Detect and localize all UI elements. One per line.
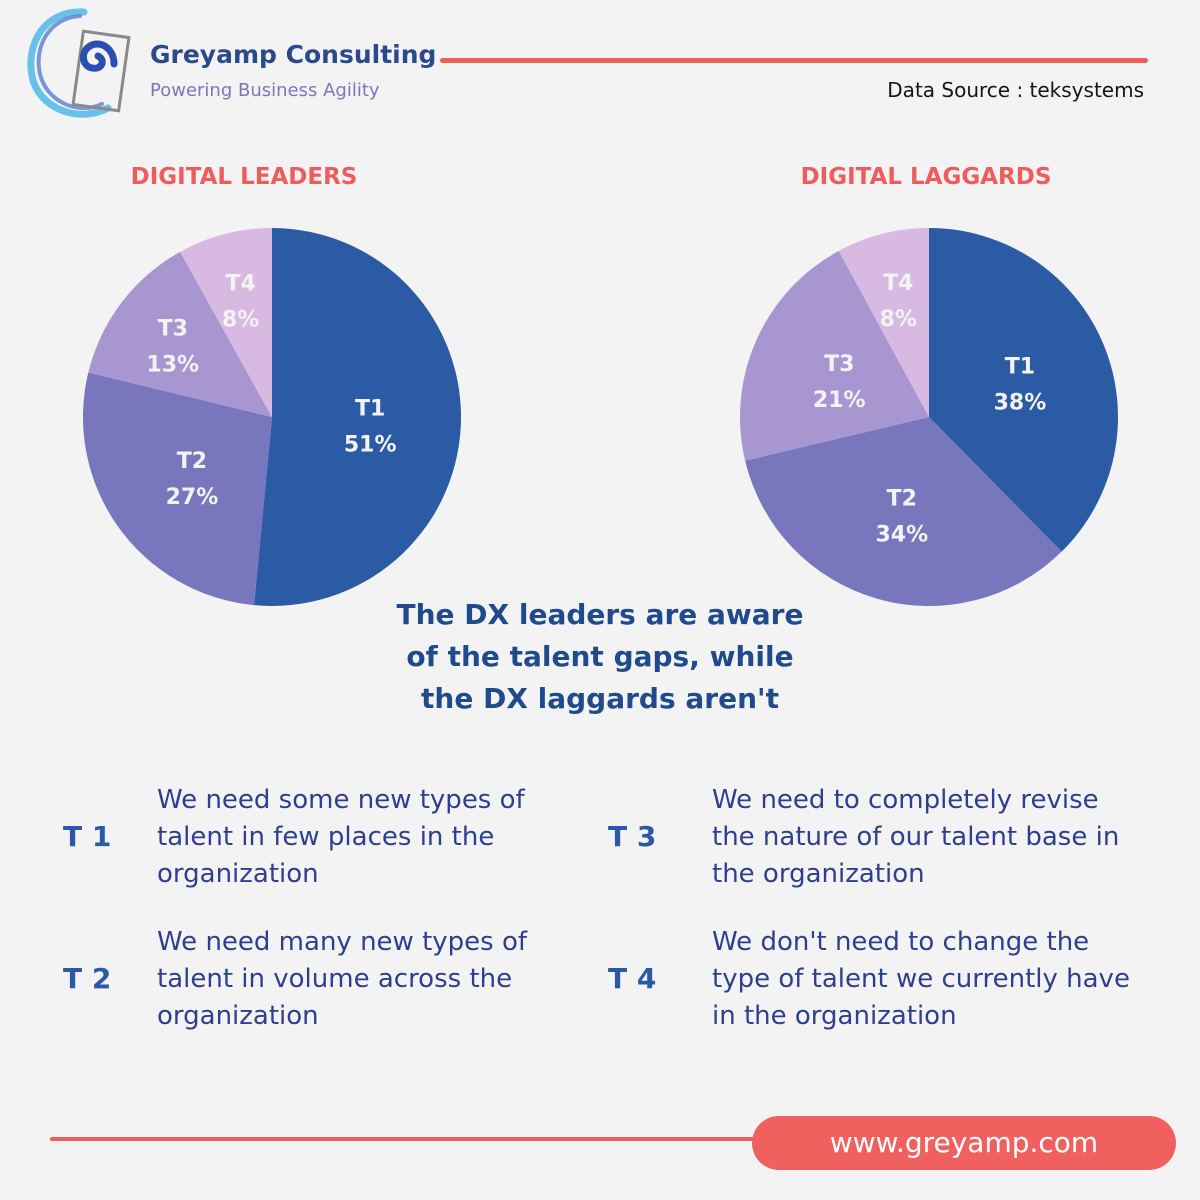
brand-name: Greyamp Consulting [150, 40, 437, 69]
chart-title-laggards: DIGITAL LAGGARDS [800, 164, 1052, 190]
legend-text-t1: We need some new types of talent in few … [157, 785, 525, 889]
slice-value-label: 38% [994, 391, 1047, 416]
legend-key-t3: T 3 [608, 820, 657, 853]
slice-category-label: T4 [226, 271, 256, 296]
slice-category-label: T1 [355, 397, 385, 422]
slice-value-label: 8% [880, 307, 917, 332]
headline-line: the DX laggards aren't [421, 682, 779, 715]
pie-slice-t2 [83, 372, 272, 606]
legend-text-t4: We don't need to change the type of tale… [712, 927, 1130, 1031]
legend-key-t1: T 1 [63, 820, 112, 853]
pie-slice-t1 [929, 228, 1118, 552]
slice-value-label: 21% [813, 388, 866, 413]
slice-value-label: 8% [222, 307, 259, 332]
legend-key-t4: T 4 [608, 962, 657, 995]
slice-category-label: T3 [824, 352, 854, 377]
slice-category-label: T2 [177, 449, 207, 474]
pie-slice-t2 [745, 417, 1062, 606]
slice-category-label: T1 [1005, 355, 1035, 380]
footer-divider [50, 1137, 770, 1141]
headline-line: The DX leaders are aware [396, 598, 804, 631]
chart-title-leaders: DIGITAL LEADERS [130, 164, 358, 190]
pie-chart-laggards: T1 38% T2 34% T3 21% T4 8% [740, 228, 1118, 606]
slice-category-label: T2 [887, 486, 917, 511]
legend-key-t2: T 2 [63, 962, 112, 995]
headline: The DX leaders are aware of the talent g… [340, 594, 860, 720]
website-link[interactable]: www.greyamp.com [752, 1116, 1176, 1170]
header-divider [440, 58, 1148, 63]
slice-value-label: 34% [876, 522, 929, 547]
slice-value-label: 27% [166, 485, 219, 510]
pie-slice-t3 [88, 251, 273, 417]
pie-slice-t1 [254, 228, 461, 606]
slice-value-label: 13% [146, 352, 199, 377]
greyamp-logo [27, 8, 131, 118]
slice-category-label: T3 [158, 316, 188, 341]
pie-slice-t4 [180, 228, 272, 417]
slice-value-label: 51% [344, 433, 397, 458]
pie-slice-t3 [740, 250, 929, 461]
legend-text-t3: We need to completely revise the nature … [712, 785, 1120, 889]
brand-tagline: Powering Business Agility [150, 80, 380, 101]
pie-slice-t4 [838, 228, 929, 417]
headline-line: of the talent gaps, while [406, 640, 794, 673]
pie-chart-leaders: T1 51% T2 27% T3 13% T4 8% [83, 228, 461, 606]
legend-text-t2: We need many new types of talent in volu… [157, 927, 528, 1031]
data-source: Data Source : teksystems [887, 78, 1144, 102]
slice-category-label: T4 [883, 271, 913, 296]
